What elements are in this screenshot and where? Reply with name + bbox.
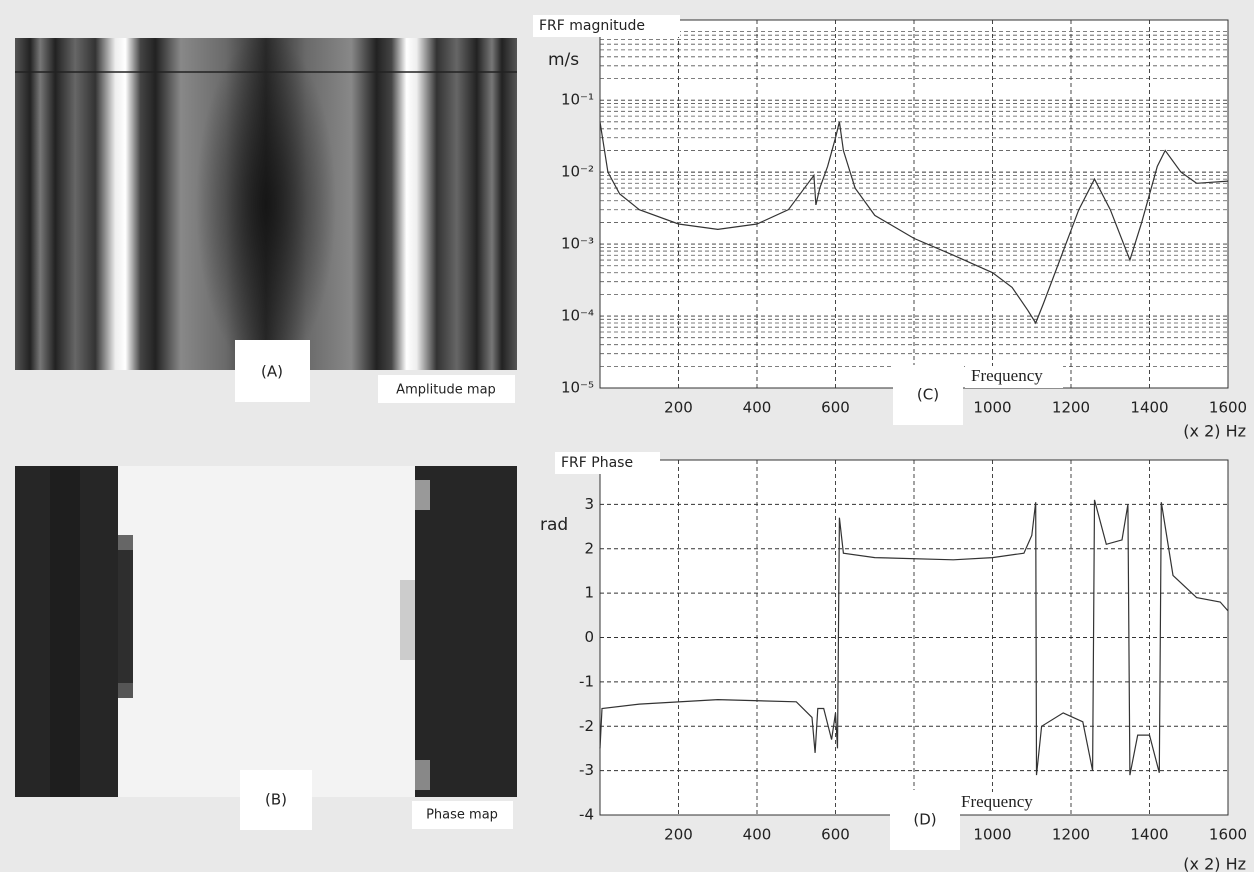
y-axis-label: m/s: [548, 50, 579, 70]
y-tick-label: 10⁻⁵: [561, 379, 594, 397]
x-tick-label: 1200: [1052, 399, 1090, 417]
x-axis-unit: (x 2) Hz: [1183, 855, 1246, 872]
y-tick-label: 10⁻¹: [561, 91, 594, 109]
label-box: [240, 770, 312, 830]
y-tick-label: 1: [584, 584, 594, 602]
x-tick-label: 1200: [1052, 826, 1090, 844]
x-tick-label: 1600: [1209, 826, 1247, 844]
x-tick-label: 1400: [1130, 826, 1168, 844]
y-tick-label: 10⁻²: [561, 163, 594, 181]
x-axis-unit: (x 2) Hz: [1183, 422, 1246, 441]
title-box: [533, 15, 680, 37]
x-tick-label: 200: [664, 399, 693, 417]
x-tick-label: 1000: [973, 399, 1011, 417]
data-line: [599, 121, 1229, 325]
x-axis-label: Frequency: [961, 792, 1033, 811]
x-tick-label: 200: [664, 826, 693, 844]
x-axis-label: Frequency: [971, 366, 1043, 385]
label-box: [235, 340, 310, 402]
charts: 10⁻⁵10⁻⁴10⁻³10⁻²10⁻¹20040060080010001200…: [533, 15, 1247, 872]
panel-label: (D): [913, 811, 936, 829]
label-box: [893, 365, 963, 425]
y-tick-label: -2: [579, 717, 594, 735]
y-tick-label: -1: [579, 672, 594, 690]
y-tick-label: 0: [584, 628, 594, 646]
chart-title: FRF magnitude: [539, 18, 645, 34]
y-axis-label: rad: [540, 515, 568, 535]
data-line: [599, 499, 1229, 776]
label-box: [955, 792, 1053, 814]
x-tick-label: 1000: [973, 826, 1011, 844]
x-tick-label: 1400: [1130, 399, 1168, 417]
y-tick-label: 10⁻³: [561, 235, 594, 253]
panel-label: (B): [265, 791, 287, 809]
panel-caption: Amplitude map: [396, 383, 496, 398]
panel-label: (A): [261, 363, 283, 381]
title-box: [555, 452, 660, 474]
label-box: [378, 375, 515, 403]
y-tick-label: -4: [579, 806, 594, 824]
x-tick-label: 400: [743, 399, 772, 417]
label-box: [412, 801, 513, 829]
x-tick-label: 600: [821, 826, 850, 844]
phase-map: [15, 466, 517, 797]
y-tick-label: -3: [579, 761, 594, 779]
y-tick-label: 10⁻⁴: [561, 307, 594, 325]
label-box: [890, 790, 960, 850]
x-tick-label: 400: [743, 826, 772, 844]
x-tick-label: 600: [821, 399, 850, 417]
label-box: [965, 366, 1063, 388]
panel-caption: Phase map: [426, 808, 498, 823]
y-tick-label: 2: [584, 539, 594, 557]
panel-label: (C): [917, 386, 939, 404]
x-tick-label: 1600: [1209, 399, 1247, 417]
amplitude-map: [15, 34, 517, 374]
chart-title: FRF Phase: [561, 455, 633, 471]
y-tick-label: 3: [584, 495, 594, 513]
